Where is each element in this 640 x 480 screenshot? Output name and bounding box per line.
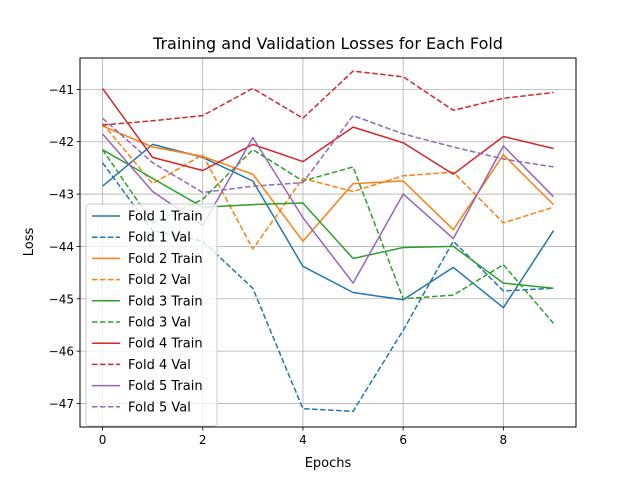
series-line-fold-5-val <box>102 114 554 194</box>
y-tick-label: −43 <box>49 188 74 202</box>
x-tick-label: 8 <box>500 433 508 447</box>
plot-frame <box>79 57 577 428</box>
x-axis-label: Epochs <box>305 456 352 471</box>
y-axis-ticks: −47 −46 −45 −44 −43 −42 −41 <box>49 83 80 411</box>
legend-label-fold-5-train: Fold 5 Train <box>128 379 203 394</box>
y-tick-label: −45 <box>49 292 74 306</box>
series-line-fold-1-val <box>101 162 554 413</box>
legend-label-fold-4-val: Fold 4 Val <box>128 358 191 373</box>
legend: Fold 1 Train Fold 1 Val Fold 2 Train Fold 2… <box>85 203 218 427</box>
legend-label-fold-4-train: Fold 4 Train <box>128 337 203 352</box>
x-tick-label: 2 <box>199 433 207 447</box>
y-axis-label: Loss <box>22 228 37 257</box>
legend-label-fold-3-train: Fold 3 Train <box>128 294 203 309</box>
legend-label-fold-2-train: Fold 2 Train <box>128 252 203 267</box>
series-line-fold-4-train <box>101 87 554 175</box>
y-tick-label: −41 <box>49 83 74 97</box>
series-line-fold-4-val <box>102 70 554 126</box>
series-line-fold-3-train <box>102 148 554 290</box>
series-line-fold-2-val <box>101 122 554 250</box>
x-tick-label: 6 <box>399 433 407 447</box>
legend-label-fold-1-val: Fold 1 Val <box>128 231 191 246</box>
y-tick-label: −44 <box>49 240 74 254</box>
legend-label-fold-1-train: Fold 1 Train <box>128 210 203 225</box>
series-lines <box>101 70 555 413</box>
legend-label-fold-5-val: Fold 5 Val <box>128 400 191 415</box>
chart-title: Training and Validation Losses for Each … <box>152 34 503 53</box>
series-line-fold-1-train <box>102 143 555 309</box>
y-tick-label: −47 <box>49 397 74 411</box>
x-tick-label: 4 <box>299 433 307 447</box>
legend-label-fold-3-val: Fold 3 Val <box>128 316 191 331</box>
legend-box <box>85 203 218 427</box>
y-tick-label: −46 <box>49 345 74 359</box>
y-tick-label: −42 <box>49 135 74 149</box>
legend-label-fold-2-val: Fold 2 Val <box>128 273 191 288</box>
x-tick-label: 0 <box>99 433 107 447</box>
x-axis-ticks: 0 2 4 6 8 <box>99 427 507 447</box>
